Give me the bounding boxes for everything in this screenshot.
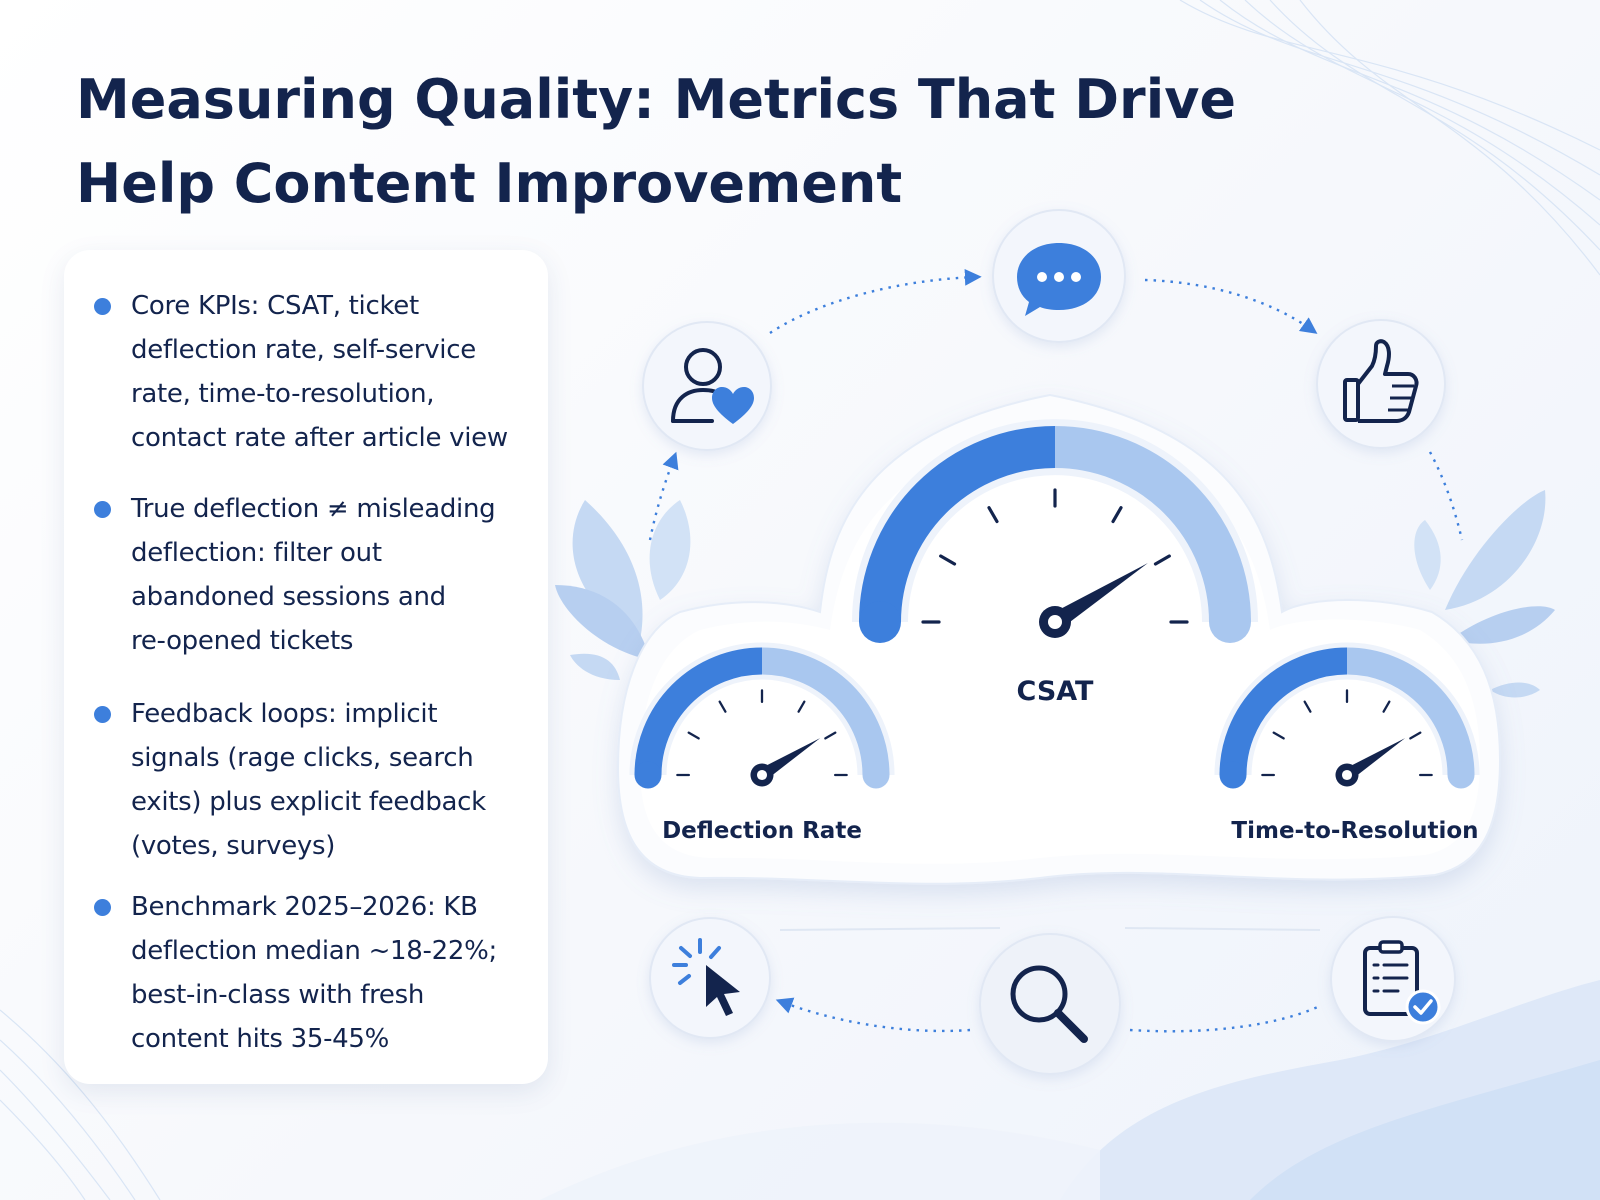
bullet-line: signals (rage clicks, search [131,743,474,773]
gauge-arc-track [1346,647,1475,776]
gauge-needle [1343,738,1406,781]
gauge-tick [1153,554,1171,566]
leaf-decoration-left [555,500,691,680]
thumbs-up-icon [1316,319,1446,449]
bullet-line: Feedback loops: implicit [131,699,438,729]
gauge-hub-center [1048,615,1062,629]
bullet-line: True deflection ≠ misleading [131,494,496,524]
gauge-arc-cap [634,761,662,789]
arrow-chat-to-thumbs [1144,278,1318,334]
bullet-text: True deflection ≠ misleading deflection:… [131,487,531,663]
leaf-decoration-right [1414,490,1555,698]
gauge-needle [1050,563,1148,630]
arrow-search-to-checklist [1129,1003,1323,1033]
checklist-icon [1330,916,1456,1042]
time-to-resolution-gauge [1214,642,1480,789]
gauge-arc-cap [862,761,890,789]
bullet-line: (votes, surveys) [131,831,336,861]
bullet-dot [94,706,111,723]
gauge-arc-filled [859,426,1056,623]
bullet-line: re-opened tickets [131,626,354,656]
chat-bubble-icon [992,209,1126,343]
gauge-arc-track [761,647,890,776]
bullet-line: best-in-class with fresh [131,980,425,1010]
gauge-arc-filled [634,647,763,776]
bullet-text: Feedback loops: implicit signals (rage c… [131,692,531,868]
csat-label: CSAT [1017,676,1095,707]
gauge-tick [718,700,727,713]
bullet-text: Core KPIs: CSAT, ticket deflection rate,… [131,284,531,460]
gauge-tick [687,731,700,740]
cycle-connectors [648,269,1464,1033]
gauge-needle [758,738,821,781]
gauge-arc-filled [1219,647,1348,776]
arrow-user-to-chat [769,269,982,335]
click-cursor-icon [649,917,771,1039]
bullet-line: Core KPIs: CSAT, ticket [131,291,419,321]
bullet-line: deflection: filter out [131,538,382,568]
gauge-arc-cap [1219,761,1247,789]
cycle-baseline [779,927,1321,931]
arrow-up-to-user [648,451,679,541]
page-title: Measuring Quality: Metrics That Drive He… [76,58,1236,226]
csat-gauge [852,419,1258,643]
gauge-arc-cap [1447,761,1475,789]
bullet-line: rate, time-to-resolution, [131,379,435,409]
bullet-text: Benchmark 2025–2026: KB deflection media… [131,885,531,1061]
search-icon [979,933,1121,1075]
bullet-dot [94,899,111,916]
title-line-2: Help Content Improvement [76,152,903,215]
bullet-dot [94,298,111,315]
bullet-line: exits) plus explicit feedback [131,787,486,817]
arrow-search-to-click [775,997,971,1033]
bullet-dot [94,501,111,518]
deflection-rate-gauge [629,642,895,789]
gauge-hub-center [756,769,768,781]
arrow-thumbs-down [1428,451,1464,541]
gauge-tick [1409,731,1422,740]
time-to-resolution-label: Time-to-Resolution [1231,818,1478,844]
gauge-tick [824,731,837,740]
gauge-arc-track [1054,426,1251,623]
gauge-tick [1382,700,1391,713]
gauge-tick [1303,700,1312,713]
bullet-line: deflection median ~18-22%; [131,936,497,966]
gauge-tick [1272,731,1285,740]
bullet-line: Benchmark 2025–2026: KB [131,892,478,922]
gauge-tick [987,506,999,524]
bullet-line: abandoned sessions and [131,582,446,612]
bullet-line: deflection rate, self-service [131,335,476,365]
gauge-arc-cap [1209,601,1251,643]
gauge-cluster-inner [640,425,1480,864]
title-line-1: Measuring Quality: Metrics That Drive [76,68,1237,131]
gauge-tick [797,700,806,713]
gauge-tick [1111,506,1123,524]
bullet-panel: Core KPIs: CSAT, ticket deflection rate,… [64,250,548,1084]
bullet-line: contact rate after article view [131,423,508,453]
user-heart-icon [642,321,772,451]
bullet-line: content hits 35-45% [131,1024,390,1054]
deflection-rate-label: Deflection Rate [662,818,862,844]
gauge-hub-center [1341,769,1353,781]
gauge-tick [939,554,957,566]
gauge-arc-cap [859,601,901,643]
